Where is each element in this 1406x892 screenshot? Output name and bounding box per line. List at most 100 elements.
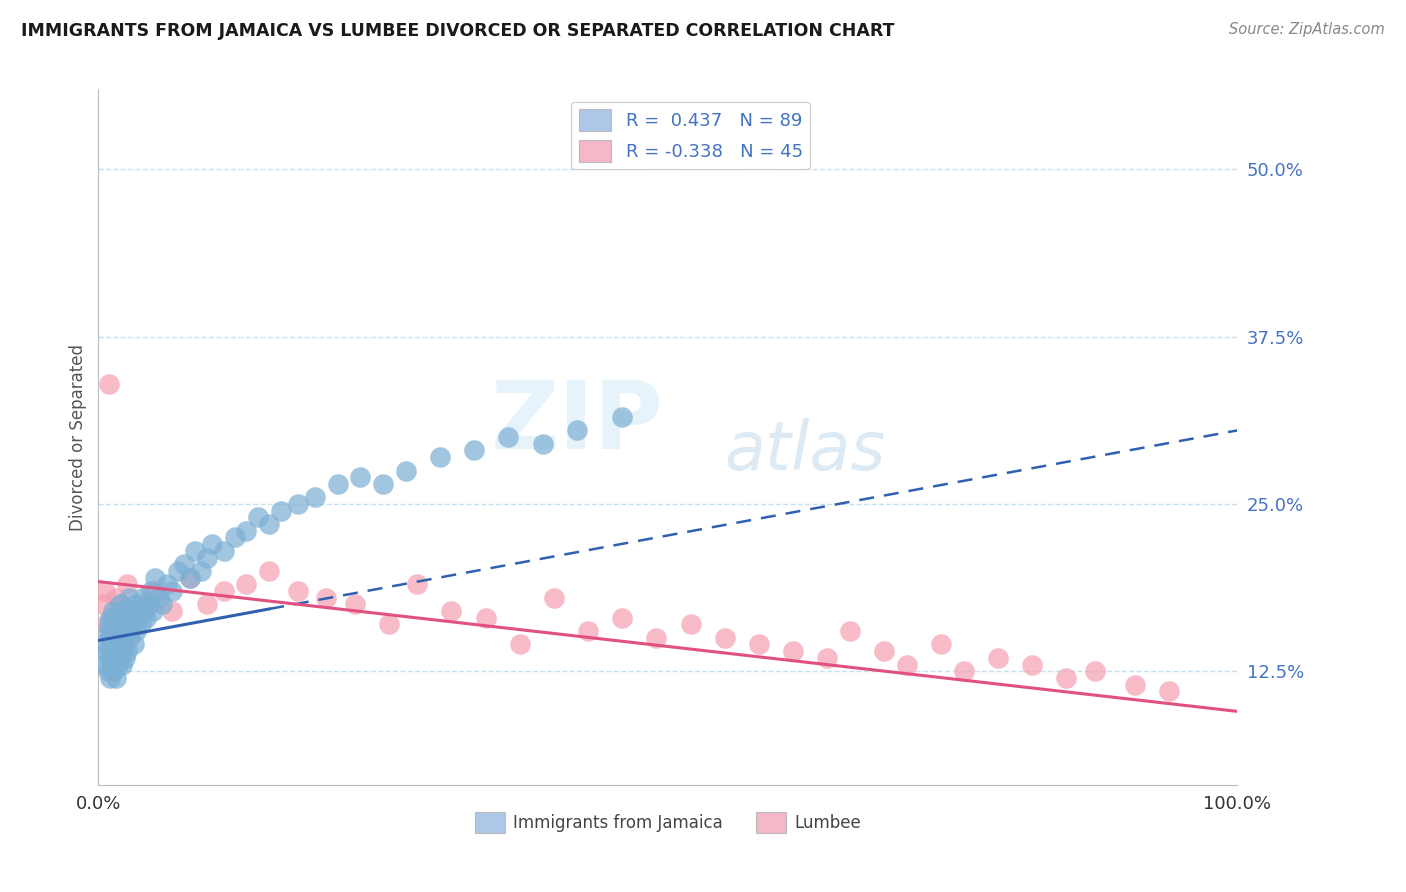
Point (224, 530, 246, 544)
Point (612, 410, 634, 425)
Point (121, 617, 143, 632)
Point (1021, 657, 1043, 672)
Point (190, 564, 212, 578)
Point (131, 591, 153, 605)
Point (108, 598, 131, 612)
Point (110, 617, 132, 632)
Point (714, 631, 737, 645)
Point (429, 450, 451, 465)
Point (179, 571, 201, 585)
Point (1054, 671, 1078, 685)
Point (112, 604, 135, 618)
Point (96, 624, 118, 639)
Point (111, 657, 134, 672)
Point (782, 644, 804, 658)
Point (326, 476, 349, 491)
Point (97, 376, 120, 391)
Point (122, 637, 145, 651)
Point (235, 524, 257, 538)
Point (343, 598, 366, 612)
Point (162, 604, 184, 618)
Point (145, 571, 167, 585)
Point (142, 604, 165, 618)
Point (96, 664, 118, 679)
Text: atlas: atlas (724, 418, 884, 484)
Point (463, 443, 485, 458)
Point (896, 657, 918, 672)
Point (184, 543, 207, 558)
Point (395, 464, 418, 478)
Point (212, 543, 235, 558)
Point (543, 591, 565, 605)
Point (94, 583, 117, 598)
Point (98, 631, 121, 645)
Point (371, 476, 394, 491)
Point (125, 624, 148, 639)
Point (612, 610, 634, 624)
Point (987, 651, 1010, 665)
Point (96, 617, 118, 632)
Point (179, 571, 201, 585)
Point (212, 583, 235, 598)
Point (235, 577, 257, 591)
Point (108, 631, 131, 645)
Point (162, 583, 184, 598)
Point (270, 503, 292, 517)
Point (118, 591, 141, 605)
Point (110, 598, 132, 612)
Point (104, 671, 127, 685)
Point (139, 583, 162, 598)
Point (132, 598, 155, 612)
Point (117, 604, 139, 618)
Point (110, 644, 132, 658)
Point (156, 577, 179, 591)
Point (108, 651, 131, 665)
Point (103, 604, 125, 618)
Point (104, 644, 127, 658)
Point (120, 610, 142, 624)
Point (104, 624, 127, 639)
Point (679, 617, 702, 632)
Point (93, 637, 115, 651)
Point (246, 510, 269, 524)
Point (107, 617, 129, 632)
Point (440, 604, 463, 618)
Point (120, 624, 142, 639)
Point (173, 557, 195, 572)
Point (138, 598, 160, 612)
Text: IMMIGRANTS FROM JAMAICA VS LUMBEE DIVORCED OR SEPARATED CORRELATION CHART: IMMIGRANTS FROM JAMAICA VS LUMBEE DIVORC… (21, 22, 894, 40)
Point (1084, 664, 1107, 679)
Point (107, 657, 129, 672)
Point (108, 637, 131, 651)
Point (103, 631, 125, 645)
Point (114, 651, 136, 665)
Point (105, 610, 128, 624)
Point (112, 637, 135, 651)
Point (929, 637, 952, 651)
Point (839, 624, 862, 639)
Point (94, 657, 117, 672)
Point (148, 591, 170, 605)
Point (145, 583, 167, 598)
Point (135, 610, 157, 624)
Point (127, 604, 149, 618)
Point (259, 564, 281, 578)
Point (97, 651, 120, 665)
Point (576, 624, 599, 639)
Point (349, 470, 371, 484)
Point (115, 644, 138, 658)
Point (953, 664, 976, 679)
Text: Source: ZipAtlas.com: Source: ZipAtlas.com (1229, 22, 1385, 37)
Point (406, 577, 429, 591)
Point (98, 610, 121, 624)
Point (127, 610, 149, 624)
Point (304, 491, 326, 505)
Point (195, 598, 218, 612)
Point (103, 617, 125, 632)
Point (103, 664, 125, 679)
Point (378, 617, 401, 632)
Point (115, 610, 138, 624)
Legend: Immigrants from Jamaica, Lumbee: Immigrants from Jamaica, Lumbee (468, 805, 868, 839)
Point (873, 644, 896, 658)
Point (565, 424, 588, 438)
